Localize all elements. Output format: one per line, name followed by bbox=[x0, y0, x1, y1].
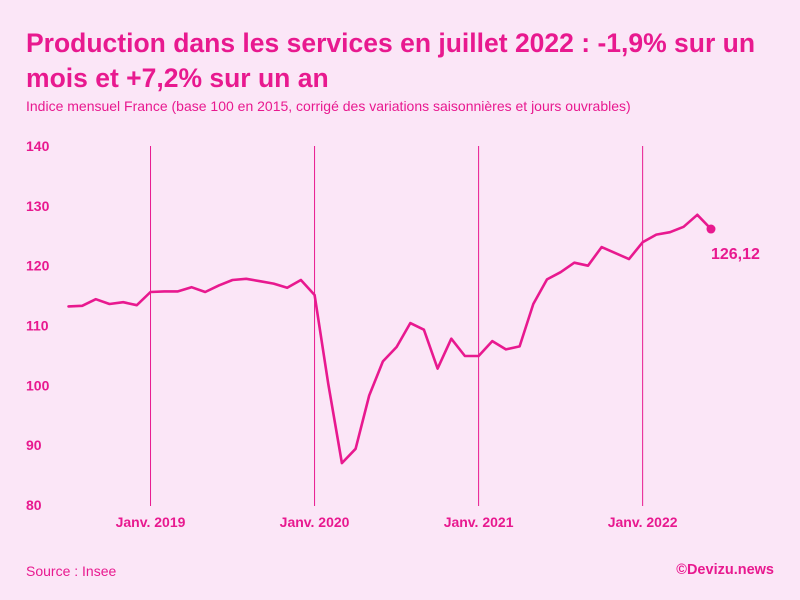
y-tick-label: 110 bbox=[26, 318, 49, 334]
x-tick-label: Janv. 2019 bbox=[116, 514, 186, 530]
y-tick-label: 130 bbox=[26, 198, 50, 214]
y-tick-label: 140 bbox=[26, 138, 50, 154]
y-tick-label: 90 bbox=[26, 437, 42, 453]
y-tick-label: 120 bbox=[26, 258, 50, 274]
source-note: Source : Insee bbox=[26, 563, 117, 579]
series-line bbox=[67, 213, 713, 465]
last-point-marker bbox=[706, 224, 716, 234]
chart-title: Production dans les services en juillet … bbox=[26, 28, 756, 93]
x-tick-label: Janv. 2020 bbox=[280, 514, 350, 530]
last-value-label: 126,12 bbox=[711, 246, 760, 263]
brand-credit: ©Devizu.news bbox=[676, 562, 774, 578]
y-axis: 80 90 100 110 120 130 140 bbox=[26, 138, 50, 513]
series bbox=[67, 213, 713, 465]
y-tick-label: 80 bbox=[26, 497, 42, 513]
x-tick-label: Janv. 2021 bbox=[444, 514, 514, 530]
x-tick-label: Janv. 2022 bbox=[608, 514, 678, 530]
gridlines bbox=[150, 146, 644, 506]
y-tick-label: 100 bbox=[26, 377, 50, 393]
chart-subtitle: Indice mensuel France (base 100 en 2015,… bbox=[26, 98, 631, 114]
annotations: 126,12 bbox=[706, 224, 760, 263]
x-axis: Janv. 2019 Janv. 2020 Janv. 2021 Janv. 2022 bbox=[116, 514, 678, 530]
